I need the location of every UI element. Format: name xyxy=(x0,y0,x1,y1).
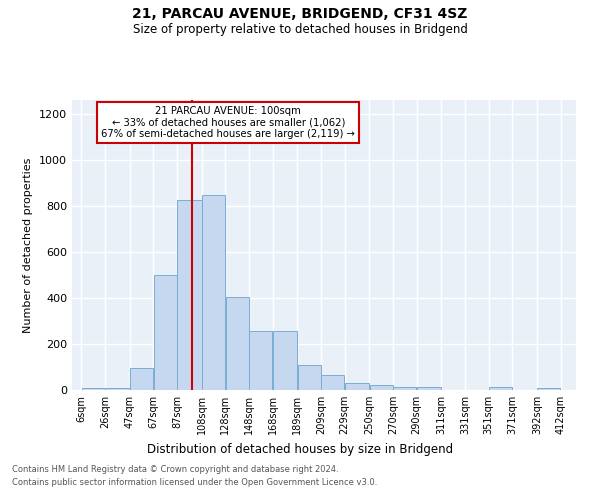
Bar xyxy=(177,200,202,390)
Bar xyxy=(249,332,272,390)
Bar xyxy=(82,388,105,390)
Bar xyxy=(273,332,297,390)
Text: Contains public sector information licensed under the Open Government Licence v3: Contains public sector information licen… xyxy=(12,478,377,487)
Bar xyxy=(298,364,321,390)
Text: Distribution of detached houses by size in Bridgend: Distribution of detached houses by size … xyxy=(147,442,453,456)
Bar xyxy=(489,387,512,390)
Text: 21 PARCAU AVENUE: 100sqm
← 33% of detached houses are smaller (1,062)
67% of sem: 21 PARCAU AVENUE: 100sqm ← 33% of detach… xyxy=(101,106,355,139)
Bar xyxy=(393,387,416,390)
Text: Contains HM Land Registry data © Crown copyright and database right 2024.: Contains HM Land Registry data © Crown c… xyxy=(12,466,338,474)
Text: 21, PARCAU AVENUE, BRIDGEND, CF31 4SZ: 21, PARCAU AVENUE, BRIDGEND, CF31 4SZ xyxy=(133,8,467,22)
Bar xyxy=(226,297,249,390)
Bar xyxy=(537,388,560,390)
Bar xyxy=(370,386,393,390)
Bar xyxy=(321,375,344,390)
Bar xyxy=(417,387,441,390)
Bar xyxy=(345,383,369,390)
Text: Size of property relative to detached houses in Bridgend: Size of property relative to detached ho… xyxy=(133,22,467,36)
Bar xyxy=(202,195,225,390)
Bar xyxy=(130,368,153,390)
Bar xyxy=(105,388,130,390)
Bar xyxy=(154,275,177,390)
Y-axis label: Number of detached properties: Number of detached properties xyxy=(23,158,34,332)
